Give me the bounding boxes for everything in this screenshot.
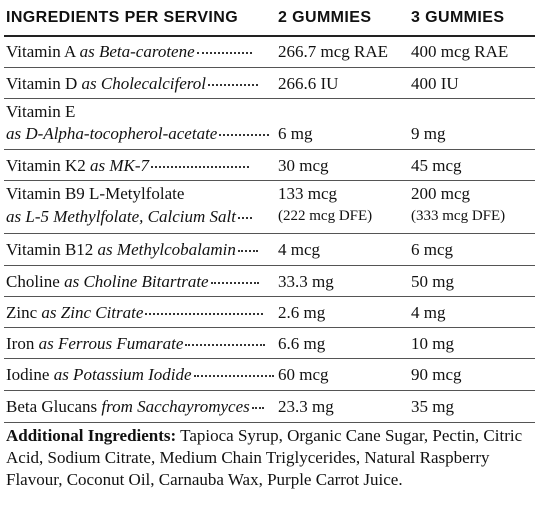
value-2-gummies: 2.6 mg (278, 303, 326, 322)
table-row: Vitamin B12 as Methylcobalamin 4 mcg 6 m… (0, 234, 535, 266)
value-3-gummies: 9 mg (411, 124, 446, 143)
ingredient-name: Vitamin B12 as Methylcobalamin (6, 240, 258, 260)
value-2-gummies: 6 mg (278, 124, 313, 143)
value-2-gummies-dfe: (222 mcg DFE) (278, 208, 373, 224)
header-2-gummies: 2 GUMMIES (278, 9, 372, 26)
value-3-gummies: 50 mg (411, 272, 454, 291)
table-row: Iron as Ferrous Fumarate 6.6 mg 10 mg (0, 328, 535, 359)
value-2-gummies: 266.7 mcg RAE (278, 42, 389, 61)
row-divider (4, 265, 535, 266)
table-row: Beta Glucans from Sacchayromyces 23.3 mg… (0, 391, 535, 423)
table-header: INGREDIENTS PER SERVING 2 GUMMIES 3 GUMM… (0, 0, 535, 37)
table-row: Choline as Choline Bitartrate 33.3 mg 50… (0, 266, 535, 297)
value-3-gummies: 400 IU (411, 74, 459, 93)
ingredient-name: Choline as Choline Bitartrate (6, 272, 259, 292)
header-ingredients: INGREDIENTS PER SERVING (6, 9, 239, 26)
value-2-gummies: 4 mcg (278, 240, 321, 259)
ingredient-name: Zinc as Zinc Citrate (6, 303, 264, 323)
row-divider (4, 67, 535, 68)
row-divider (4, 149, 535, 150)
row-divider (4, 296, 535, 297)
row-divider (4, 98, 535, 99)
value-3-gummies-dfe: (333 mcg DFE) (411, 208, 506, 224)
ingredient-source: as D-Alpha-tocopherol-acetate (6, 124, 270, 144)
value-3-gummies: 4 mg (411, 303, 446, 322)
table-row: Vitamin K2 as MK-7 30 mcg 45 mcg (0, 150, 535, 181)
value-3-gummies: 90 mcg (411, 365, 462, 384)
ingredient-name: Iodine as Potassium Iodide (6, 365, 274, 385)
header-divider (4, 35, 535, 37)
value-2-gummies: 6.6 mg (278, 334, 326, 353)
row-divider (4, 233, 535, 234)
value-2-gummies: 266.6 IU (278, 74, 339, 93)
row-divider (4, 358, 535, 359)
value-3-gummies: 200 mcg (411, 184, 471, 203)
value-3-gummies: 45 mcg (411, 156, 462, 175)
value-2-gummies: 133 mcg (278, 184, 338, 203)
ingredient-name: Beta Glucans from Sacchayromyces (6, 397, 264, 417)
row-divider (4, 390, 535, 391)
value-2-gummies: 60 mcg (278, 365, 329, 384)
value-2-gummies: 23.3 mg (278, 397, 334, 416)
table-row: Vitamin B9 L-Metylfolate as L-5 Methylfo… (0, 181, 535, 234)
value-3-gummies: 35 mg (411, 397, 454, 416)
table-row: Iodine as Potassium Iodide 60 mcg 90 mcg (0, 359, 535, 391)
row-divider (4, 422, 535, 423)
ingredient-name: Vitamin K2 as MK-7 (6, 156, 250, 176)
value-3-gummies: 400 mcg RAE (411, 42, 509, 61)
table-row: Vitamin A as Beta-carotene 266.7 mcg RAE… (0, 36, 535, 68)
additional-ingredients-label: Additional Ingredients: (6, 426, 177, 445)
table-row: Vitamin E as D-Alpha-tocopherol-acetate … (0, 99, 535, 150)
ingredient-name: Vitamin D as Cholecalciferol (6, 74, 258, 94)
header-3-gummies: 3 GUMMIES (411, 9, 505, 26)
value-3-gummies: 10 mg (411, 334, 454, 353)
ingredient-name: Iron as Ferrous Fumarate (6, 334, 266, 354)
row-divider (4, 180, 535, 181)
table-row: Vitamin D as Cholecalciferol 266.6 IU 40… (0, 68, 535, 99)
additional-ingredients: Additional Ingredients: Tapioca Syrup, O… (6, 425, 526, 491)
table-row: Zinc as Zinc Citrate 2.6 mg 4 mg (0, 297, 535, 328)
ingredient-source: as L-5 Methylfolate, Calcium Salt (6, 207, 252, 227)
ingredient-name: Vitamin B9 L-Metylfolate (6, 184, 185, 203)
additional-ingredients-text: Tapioca Syrup, Organic Cane Sugar, Pecti… (6, 426, 523, 489)
value-2-gummies: 30 mcg (278, 156, 329, 175)
ingredient-name: Vitamin A as Beta-carotene (6, 42, 252, 62)
row-divider (4, 327, 535, 328)
ingredient-name: Vitamin E (6, 102, 76, 121)
value-3-gummies: 6 mcg (411, 240, 454, 259)
value-2-gummies: 33.3 mg (278, 272, 334, 291)
